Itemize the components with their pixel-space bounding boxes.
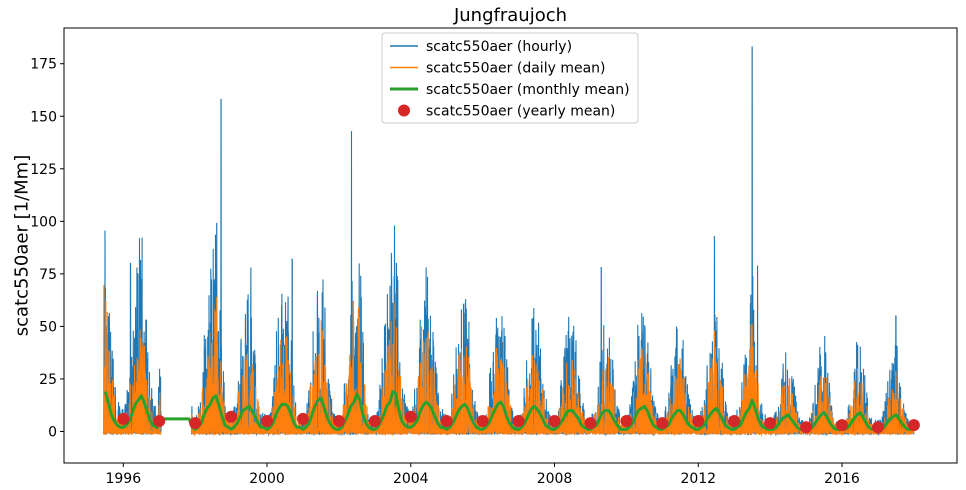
monthly-series-line	[103, 390, 911, 431]
yearly-mean-point	[189, 417, 202, 430]
yearly-mean-point	[692, 414, 705, 427]
legend-label: scatc550aer (daily mean)	[426, 61, 605, 77]
legend-box	[381, 32, 639, 124]
yearly-mean-point	[368, 414, 381, 427]
yearly-mean-point	[907, 419, 920, 432]
yearly-mean-point	[871, 421, 884, 434]
y-tick-label: 125	[30, 162, 57, 178]
yearly-mean-point	[548, 414, 561, 427]
legend-label: scatc550aer (yearly mean)	[426, 104, 615, 120]
yearly-mean-point	[296, 412, 309, 425]
y-tick-label: 100	[30, 214, 57, 230]
yearly-mean-point	[332, 414, 345, 427]
yearly-mean-point	[476, 414, 489, 427]
yearly-series-markers	[117, 410, 920, 434]
yearly-mean-point	[404, 410, 417, 423]
x-tick-label: 2016	[824, 471, 860, 487]
yearly-mean-point	[153, 414, 166, 427]
legend-marker	[398, 104, 410, 117]
yearly-mean-point	[261, 414, 274, 427]
yearly-mean-point	[836, 419, 849, 432]
x-tick-label: 2008	[537, 471, 573, 487]
x-tick-label: 2004	[393, 471, 429, 487]
y-tick-label: 175	[30, 57, 57, 73]
yearly-mean-point	[584, 417, 597, 430]
y-tick-label: 25	[39, 372, 57, 388]
yearly-mean-point	[620, 414, 633, 427]
yearly-mean-point	[117, 412, 130, 425]
y-tick-label: 75	[39, 267, 57, 283]
legend: scatc550aer (hourly) scatc550aer (daily m…	[381, 32, 639, 124]
yearly-mean-point	[440, 414, 453, 427]
y-axis: 0 25 50 75 100 125 150 175	[30, 57, 64, 440]
yearly-mean-point	[764, 417, 777, 430]
legend-label: scatc550aer (hourly)	[426, 39, 572, 55]
y-axis-label: scatc550aer [1/Mm]	[12, 155, 33, 336]
x-tick-label: 1996	[105, 471, 141, 487]
yearly-mean-point	[800, 421, 813, 434]
legend-label: scatc550aer (monthly mean)	[426, 82, 630, 98]
y-tick-label: 150	[30, 109, 57, 125]
chart-title: Jungfraujoch	[453, 5, 567, 26]
x-tick-label: 2000	[249, 471, 285, 487]
yearly-mean-point	[728, 414, 741, 427]
x-tick-label: 2012	[680, 471, 716, 487]
yearly-mean-point	[225, 410, 238, 423]
y-tick-label: 50	[39, 319, 57, 335]
x-axis: 1996 2000 2004 2008 2012 2016	[105, 463, 860, 487]
yearly-mean-point	[656, 417, 669, 430]
plot-area-frame	[63, 27, 958, 464]
y-tick-label: 0	[48, 424, 57, 440]
yearly-mean-point	[512, 414, 525, 427]
